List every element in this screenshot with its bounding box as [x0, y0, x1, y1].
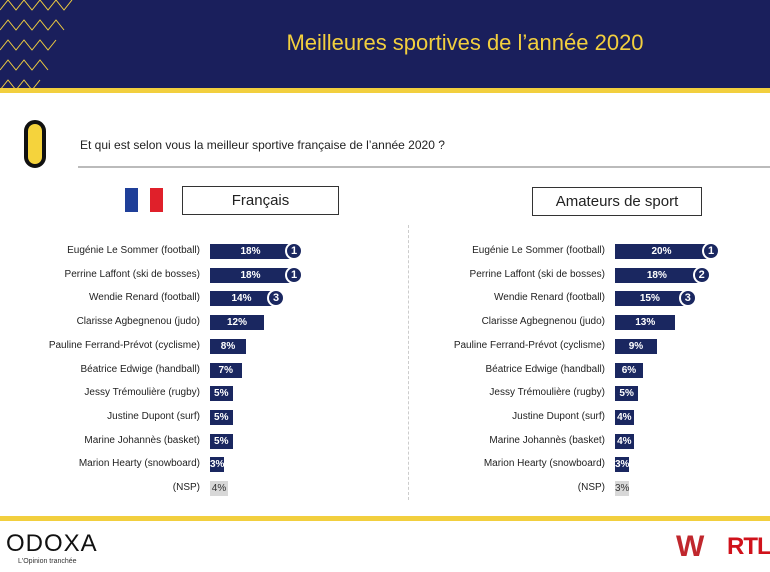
divider	[78, 166, 770, 168]
bar: 3%	[615, 481, 630, 496]
winamax-logo: W	[676, 530, 705, 563]
rank-badge: 3	[267, 289, 285, 308]
header-banner: Meilleures sportives de l’année 2020	[0, 0, 770, 93]
bar: 13%	[615, 315, 676, 331]
rank-badge: 1	[285, 265, 303, 284]
category-label: Clarisse Agbegnenou (judo)	[76, 316, 200, 328]
category-label: Marine Johannès (basket)	[84, 434, 200, 446]
category-label: Perrine Laffont (ski de bosses)	[64, 268, 200, 280]
bar: 5%	[210, 433, 233, 449]
rank-badge: 3	[678, 289, 697, 308]
odoxa-logo-icon	[24, 120, 46, 168]
category-label: Wendie Renard (football)	[89, 292, 200, 304]
bar: 18%	[210, 244, 291, 259]
category-label: Béatrice Edwige (handball)	[485, 363, 605, 375]
category-label: Marine Johannès (basket)	[489, 434, 605, 446]
bar: 3%	[615, 457, 630, 473]
category-label: Clarisse Agbegnenou (judo)	[481, 316, 605, 328]
category-label: Wendie Renard (football)	[494, 292, 605, 304]
bar: 6%	[615, 362, 643, 378]
category-label: Jessy Trémoulière (rugby)	[489, 387, 605, 399]
bar: 15%	[615, 291, 685, 307]
page-title: Meilleures sportives de l’année 2020	[286, 30, 644, 55]
bar: 14%	[210, 291, 273, 307]
bar: 18%	[210, 267, 291, 283]
bar: 20%	[615, 244, 708, 259]
french-flag-icon	[125, 188, 164, 212]
bar: 7%	[210, 362, 242, 378]
footer-line	[0, 516, 770, 521]
panel-divider	[408, 225, 409, 500]
bar: 9%	[615, 338, 657, 354]
bar: 5%	[210, 386, 233, 402]
bar: 5%	[615, 386, 639, 402]
bar: 3%	[210, 457, 225, 473]
rank-badge: 1	[702, 242, 720, 260]
bar: 4%	[615, 433, 634, 449]
category-label: Béatrice Edwige (handball)	[80, 363, 200, 375]
bar: 8%	[210, 338, 246, 354]
odoxa-brand: ODOXA	[6, 530, 98, 557]
bar: 4%	[615, 409, 634, 425]
category-label: Pauline Ferrand-Prévot (cyclisme)	[453, 339, 605, 351]
category-label: (NSP)	[577, 482, 605, 493]
category-label: Eugénie Le Sommer (football)	[67, 245, 200, 256]
rank-badge: 2	[692, 265, 711, 284]
category-label: Perrine Laffont (ski de bosses)	[469, 268, 605, 280]
bar: 5%	[210, 409, 233, 425]
category-label: Jessy Trémoulière (rugby)	[84, 387, 200, 399]
bar: 4%	[210, 481, 228, 496]
panel-label-amateurs: Amateurs de sport	[532, 187, 702, 216]
category-label: Justine Dupont (surf)	[512, 410, 605, 422]
category-label: Marion Hearty (snowboard)	[483, 458, 605, 470]
chevron-pattern-decoration	[0, 0, 73, 91]
category-label: Pauline Ferrand-Prévot (cyclisme)	[48, 339, 200, 351]
panel-label-francais: Français	[182, 186, 339, 215]
category-label: Eugénie Le Sommer (football)	[472, 245, 605, 256]
category-label: Marion Hearty (snowboard)	[78, 458, 200, 470]
rtl-logo: RTL	[727, 533, 770, 560]
bar: 18%	[615, 267, 699, 283]
rank-badge: 1	[285, 242, 303, 260]
survey-question: Et qui est selon vous la meilleur sporti…	[80, 138, 445, 152]
category-label: (NSP)	[172, 482, 200, 493]
bar: 12%	[210, 315, 264, 331]
odoxa-tagline: L'Opinion tranchée	[18, 558, 77, 565]
category-label: Justine Dupont (surf)	[107, 410, 200, 422]
